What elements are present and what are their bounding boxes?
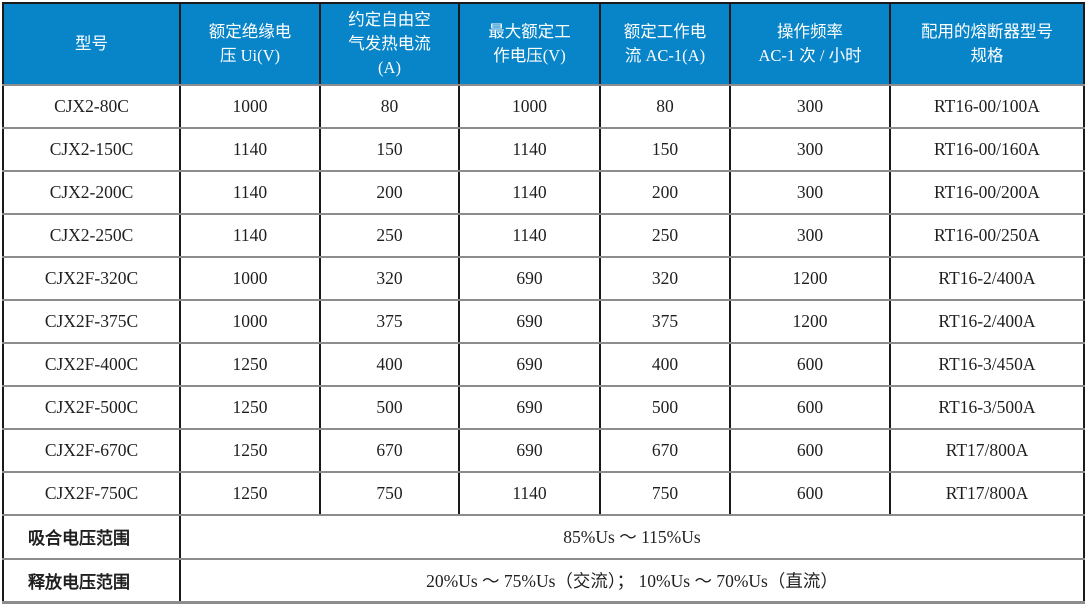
- value-cell: 1140: [458, 169, 601, 215]
- column-header-5: 额定工作电 流 AC-1(A): [599, 2, 731, 86]
- footer-label: 吸合电压范围: [2, 513, 181, 560]
- value-cell: 750: [319, 470, 460, 516]
- header-row: 型号 额定绝缘电 压 Ui(V) 约定自由空 气发热电流 (A) 最大额定工 作电压(…: [2, 2, 1085, 86]
- value-cell: RT16-00/100A: [889, 83, 1085, 129]
- model-cell: CJX2-200C: [2, 169, 181, 215]
- value-cell: 600: [729, 384, 891, 430]
- value-cell: 300: [729, 169, 891, 215]
- value-cell: 150: [319, 126, 460, 172]
- model-cell: CJX2F-750C: [2, 470, 181, 516]
- value-cell: RT17/800A: [889, 470, 1085, 516]
- value-cell: 400: [599, 341, 731, 387]
- value-cell: RT16-00/160A: [889, 126, 1085, 172]
- value-cell: 1140: [458, 126, 601, 172]
- value-cell: 690: [458, 298, 601, 344]
- value-cell: 600: [729, 341, 891, 387]
- table-header: 型号 额定绝缘电 压 Ui(V) 约定自由空 气发热电流 (A) 最大额定工 作电压(…: [2, 2, 1085, 86]
- value-cell: 300: [729, 83, 891, 129]
- value-cell: 690: [458, 384, 601, 430]
- value-cell: 320: [319, 255, 460, 301]
- value-cell: 1200: [729, 255, 891, 301]
- value-cell: 150: [599, 126, 731, 172]
- footer-row: 释放电压范围 20%Us ～ 75%Us（交流）； 10%Us ～ 70%Us（直…: [2, 557, 1085, 604]
- value-cell: 1140: [179, 169, 321, 215]
- table-row: CJX2F-670C 1250 670 690 670 600 RT17/800A: [2, 427, 1085, 473]
- model-cell: CJX2F-320C: [2, 255, 181, 301]
- value-cell: RT16-2/400A: [889, 298, 1085, 344]
- value-cell: 1140: [179, 126, 321, 172]
- value-cell: RT16-00/250A: [889, 212, 1085, 258]
- footer-value: 85%Us ～ 115%Us: [179, 513, 1085, 560]
- table-row: CJX2F-400C 1250 400 690 400 600 RT16-3/450A: [2, 341, 1085, 387]
- value-cell: 1250: [179, 341, 321, 387]
- table-row: CJX2-150C 1140 150 1140 150 300 RT16-00/160A: [2, 126, 1085, 172]
- value-cell: 600: [729, 470, 891, 516]
- value-cell: RT17/800A: [889, 427, 1085, 473]
- value-cell: 200: [319, 169, 460, 215]
- value-cell: RT16-3/500A: [889, 384, 1085, 430]
- value-cell: 200: [599, 169, 731, 215]
- footer-row: 吸合电压范围 85%Us ～ 115%Us: [2, 513, 1085, 560]
- table-row: CJX2F-375C 1000 375 690 375 1200 RT16-2/400A: [2, 298, 1085, 344]
- value-cell: 670: [599, 427, 731, 473]
- value-cell: RT16-2/400A: [889, 255, 1085, 301]
- model-cell: CJX2-80C: [2, 83, 181, 129]
- table-row: CJX2F-500C 1250 500 690 500 600 RT16-3/500A: [2, 384, 1085, 430]
- value-cell: 1140: [458, 212, 601, 258]
- value-cell: 750: [599, 470, 731, 516]
- value-cell: RT16-00/200A: [889, 169, 1085, 215]
- footer-label: 释放电压范围: [2, 557, 181, 604]
- value-cell: 1140: [458, 470, 601, 516]
- value-cell: 1000: [179, 83, 321, 129]
- value-cell: 1250: [179, 470, 321, 516]
- value-cell: 80: [599, 83, 731, 129]
- value-cell: 690: [458, 255, 601, 301]
- model-cell: CJX2F-400C: [2, 341, 181, 387]
- value-cell: 375: [319, 298, 460, 344]
- value-cell: 1000: [458, 83, 601, 129]
- column-header-1: 型号: [2, 2, 181, 86]
- model-cell: CJX2F-375C: [2, 298, 181, 344]
- value-cell: 375: [599, 298, 731, 344]
- model-cell: CJX2-250C: [2, 212, 181, 258]
- model-cell: CJX2-150C: [2, 126, 181, 172]
- value-cell: 80: [319, 83, 460, 129]
- table-row: CJX2-250C 1140 250 1140 250 300 RT16-00/250A: [2, 212, 1085, 258]
- value-cell: 1250: [179, 384, 321, 430]
- value-cell: 400: [319, 341, 460, 387]
- table-row: CJX2-200C 1140 200 1140 200 300 RT16-00/200A: [2, 169, 1085, 215]
- table-row: CJX2F-750C 1250 750 1140 750 600 RT17/800A: [2, 470, 1085, 516]
- value-cell: 690: [458, 341, 601, 387]
- value-cell: 1200: [729, 298, 891, 344]
- value-cell: RT16-3/450A: [889, 341, 1085, 387]
- value-cell: 250: [319, 212, 460, 258]
- value-cell: 670: [319, 427, 460, 473]
- value-cell: 250: [599, 212, 731, 258]
- column-header-3: 约定自由空 气发热电流 (A): [319, 2, 460, 86]
- value-cell: 500: [599, 384, 731, 430]
- value-cell: 300: [729, 212, 891, 258]
- column-header-7: 配用的熔断器型号 规格: [889, 2, 1085, 86]
- value-cell: 600: [729, 427, 891, 473]
- column-header-6: 操作频率 AC-1 次 / 小时: [729, 2, 891, 86]
- model-cell: CJX2F-670C: [2, 427, 181, 473]
- value-cell: 1000: [179, 255, 321, 301]
- value-cell: 1140: [179, 212, 321, 258]
- value-cell: 500: [319, 384, 460, 430]
- model-cell: CJX2F-500C: [2, 384, 181, 430]
- table-row: CJX2-80C 1000 80 1000 80 300 RT16-00/100A: [2, 83, 1085, 129]
- table-footer: 吸合电压范围 85%Us ～ 115%Us 释放电压范围 20%Us ～ 75%Us（…: [2, 513, 1085, 604]
- column-header-2: 额定绝缘电 压 Ui(V): [179, 2, 321, 86]
- value-cell: 300: [729, 126, 891, 172]
- value-cell: 1000: [179, 298, 321, 344]
- value-cell: 320: [599, 255, 731, 301]
- table-row: CJX2F-320C 1000 320 690 320 1200 RT16-2/400A: [2, 255, 1085, 301]
- value-cell: 1250: [179, 427, 321, 473]
- footer-value: 20%Us ～ 75%Us（交流）； 10%Us ～ 70%Us（直流）: [179, 557, 1085, 604]
- value-cell: 690: [458, 427, 601, 473]
- table-body: CJX2-80C 1000 80 1000 80 300 RT16-00/100A CJX2-…: [2, 83, 1085, 516]
- column-header-4: 最大额定工 作电压(V): [458, 2, 601, 86]
